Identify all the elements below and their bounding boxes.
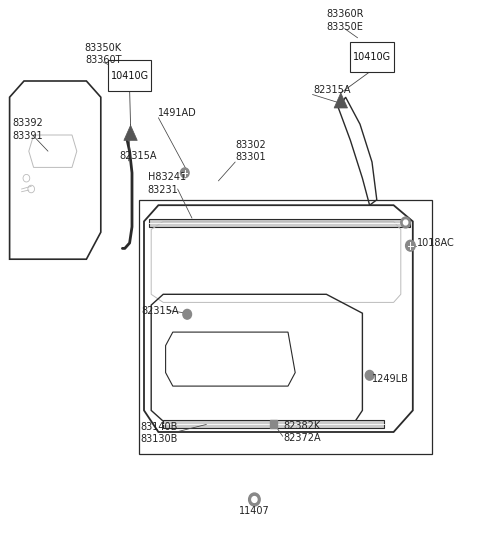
Text: 82382K
82372A: 82382K 82372A: [284, 421, 321, 443]
Polygon shape: [124, 125, 137, 140]
Text: 83140B
83130B: 83140B 83130B: [140, 422, 178, 444]
Text: 1249LB: 1249LB: [372, 374, 409, 383]
FancyBboxPatch shape: [350, 42, 394, 72]
Text: 83302
83301: 83302 83301: [235, 140, 266, 163]
Text: 1018AC: 1018AC: [417, 238, 455, 248]
Text: 82315A: 82315A: [119, 151, 156, 160]
Polygon shape: [334, 93, 348, 108]
Text: 82315A: 82315A: [313, 85, 350, 95]
Polygon shape: [163, 420, 384, 428]
Circle shape: [249, 493, 260, 506]
Text: 82315A: 82315A: [142, 306, 179, 315]
Polygon shape: [149, 219, 410, 227]
Text: H83241
83231: H83241 83231: [148, 172, 186, 195]
Circle shape: [401, 217, 410, 228]
Circle shape: [365, 370, 374, 380]
Text: 10410G: 10410G: [353, 52, 391, 62]
Text: 11407: 11407: [239, 506, 270, 516]
Circle shape: [403, 220, 408, 225]
Text: 10410G: 10410G: [110, 71, 149, 80]
Text: 83360R
83350E: 83360R 83350E: [326, 9, 363, 32]
Text: 1491AD: 1491AD: [158, 109, 197, 118]
Circle shape: [252, 497, 257, 502]
Circle shape: [406, 240, 415, 251]
Bar: [270, 420, 277, 428]
Text: 83392
83391: 83392 83391: [12, 118, 43, 141]
Circle shape: [180, 168, 189, 178]
Circle shape: [183, 309, 192, 319]
Text: 83350K
83360T: 83350K 83360T: [84, 43, 122, 65]
FancyBboxPatch shape: [108, 60, 152, 91]
